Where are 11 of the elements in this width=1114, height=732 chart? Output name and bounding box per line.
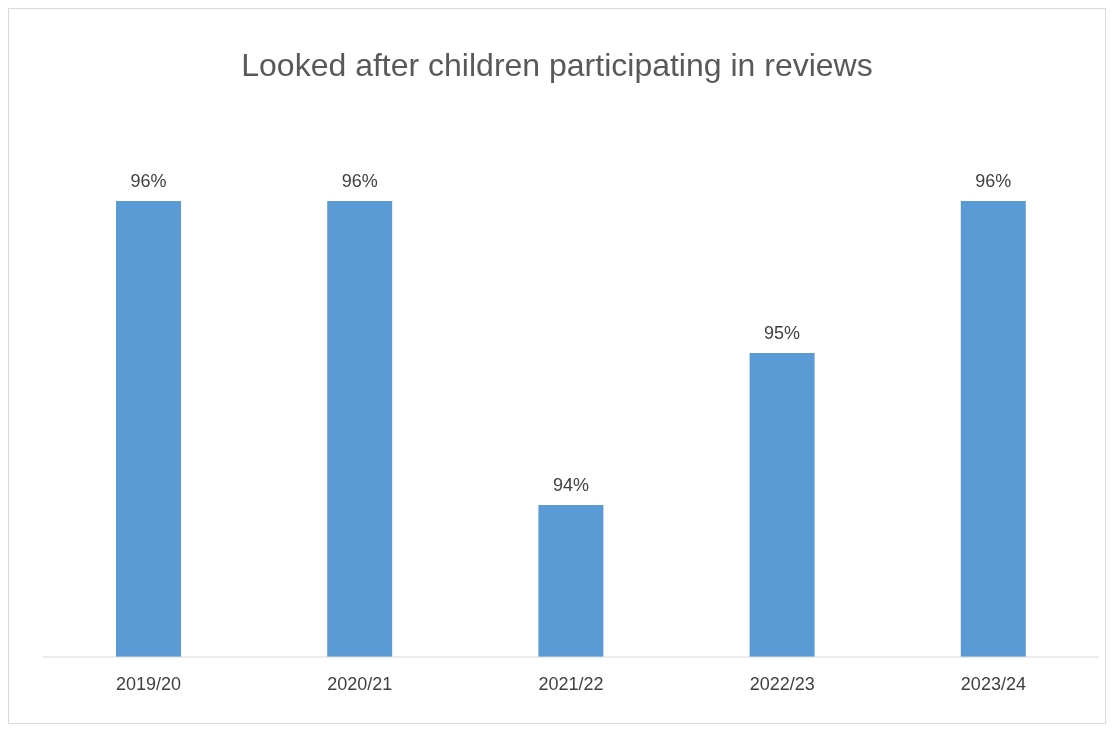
- data-label: 96%: [130, 171, 167, 191]
- data-label: 96%: [975, 171, 1012, 191]
- x-tick-label: 2019/20: [116, 673, 182, 694]
- x-tick-label: 2021/22: [538, 673, 604, 694]
- x-tick-label: 2023/24: [960, 673, 1026, 694]
- chart-title: Looked after children participating in reviews: [240, 47, 874, 85]
- data-label: 95%: [764, 323, 801, 343]
- data-label: 94%: [552, 475, 589, 495]
- x-tick-label: 2022/23: [749, 673, 815, 694]
- data-label: 96%: [341, 171, 378, 191]
- x-tick-label: 2020/21: [327, 673, 393, 694]
